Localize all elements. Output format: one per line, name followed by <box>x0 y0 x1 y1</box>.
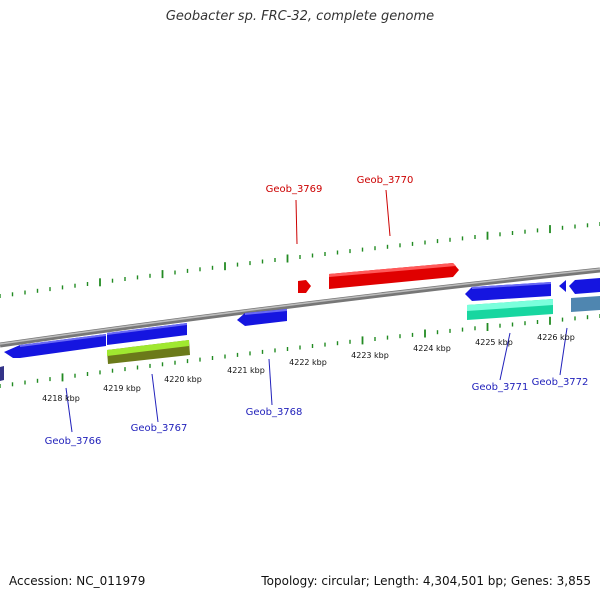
gene-label-geob-3770[interactable]: Geob_3770 <box>357 175 414 186</box>
scale-label: 4225 kbp <box>475 338 513 347</box>
scale-label: 4219 kbp <box>103 384 141 393</box>
accession-label: Accession: NC_011979 <box>9 574 146 588</box>
gene-arrow-geob-3772-main[interactable] <box>569 278 600 294</box>
gene-arrow-geob-3767[interactable] <box>107 323 187 345</box>
genome-backbone <box>0 267 600 348</box>
gene-arrow-geob-3769[interactable] <box>298 280 311 293</box>
genome-summary: Topology: circular; Length: 4,304,501 bp… <box>261 574 591 588</box>
gene-arrow-geob-3770[interactable] <box>329 263 459 289</box>
reverse-tick-track <box>0 314 600 388</box>
gene-label-geob-3767[interactable]: Geob_3767 <box>131 423 188 434</box>
gene-arrow-geob-3766[interactable] <box>4 334 106 358</box>
gene-label-geob-3771[interactable]: Geob_3771 <box>472 382 529 393</box>
forward-tick-track <box>0 222 600 298</box>
gene-label-geob-3768[interactable]: Geob_3768 <box>246 407 303 418</box>
scale-label: 4220 kbp <box>164 375 202 384</box>
scale-label: 4221 kbp <box>227 366 265 375</box>
gene-label-geob-3766[interactable]: Geob_3766 <box>45 436 102 447</box>
scale-label: 4226 kbp <box>537 333 575 342</box>
scale-label: 4224 kbp <box>413 344 451 353</box>
scale-label: 4218 kbp <box>42 394 80 403</box>
gene-label-geob-3772[interactable]: Geob_3772 <box>532 377 589 388</box>
gene-arrow-steel[interactable] <box>571 296 600 312</box>
gene-arrow-geob-3772[interactable] <box>559 280 566 292</box>
gene-label-geob-3769[interactable]: Geob_3769 <box>266 184 323 195</box>
scale-label: 4222 kbp <box>289 358 327 367</box>
genome-title: Geobacter sp. FRC-32, complete genome <box>165 9 435 24</box>
scale-label: 4223 kbp <box>351 351 389 360</box>
